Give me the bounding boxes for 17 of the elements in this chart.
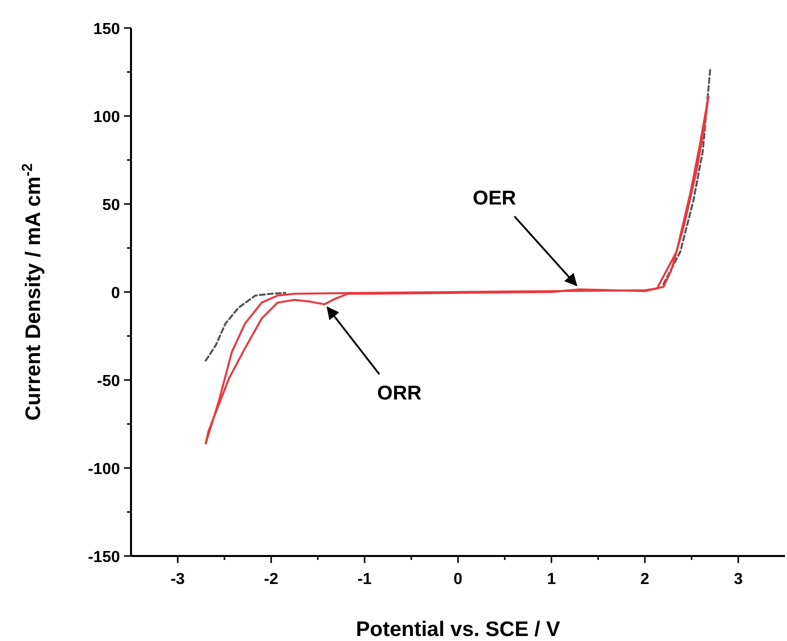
x-tick-label: 2 [640, 571, 650, 588]
x-tick-label: -3 [170, 571, 185, 588]
y-tick-label: -150 [88, 549, 120, 566]
x-tick-label: -1 [357, 571, 372, 588]
x-tick-label: 0 [454, 571, 463, 588]
annotation: ORR [377, 382, 422, 404]
y-tick-label: 150 [93, 21, 120, 38]
y-tick-label: -50 [96, 373, 120, 390]
x-tick-label: 1 [546, 571, 556, 588]
y-tick-label: 100 [93, 109, 120, 126]
y-tick-label: 0 [111, 285, 120, 302]
x-axis-title: Potential vs. SCE / V [356, 618, 560, 641]
y-tick-label: -100 [88, 461, 120, 478]
annotation: OER [472, 187, 517, 210]
x-tick-label: -2 [264, 571, 278, 588]
y-tick-label: 50 [102, 197, 120, 214]
x-tick-label: 3 [734, 571, 743, 588]
